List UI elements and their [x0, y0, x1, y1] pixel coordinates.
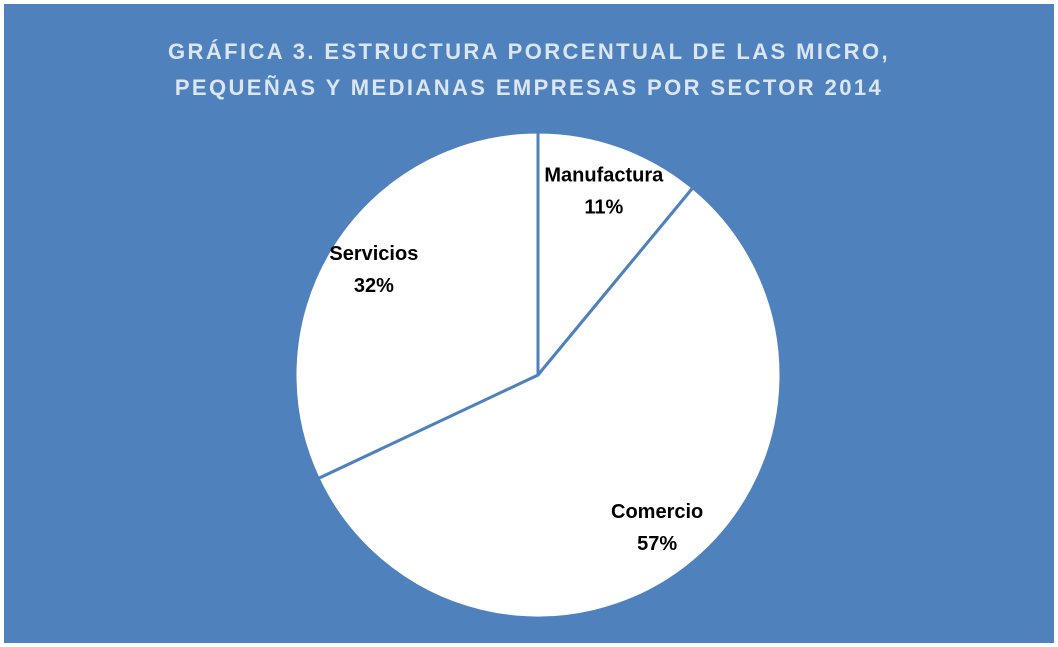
pie-slice — [293, 130, 540, 481]
slice-value-label: 11% — [584, 196, 623, 218]
chart-title: GRÁFICA 3. ESTRUCTURA PORCENTUAL DE LAS … — [168, 39, 890, 100]
pie-slice — [316, 185, 783, 620]
slice-value-label: 57% — [637, 533, 677, 555]
slice-category-label: Servicios — [329, 243, 418, 265]
slice-category-label: Manufactura — [544, 164, 664, 186]
slice-category-label: Comercio — [611, 501, 703, 523]
pie-slice — [536, 130, 696, 380]
slice-value-label: 32% — [354, 275, 394, 297]
